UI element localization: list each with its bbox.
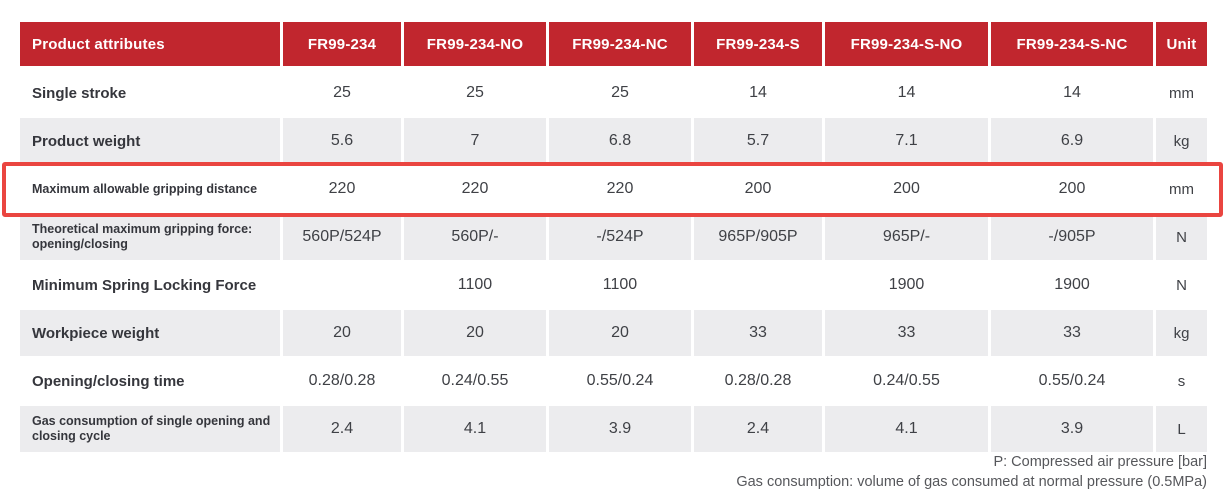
table-row: Workpiece weight 20 20 20 33 33 33 kg <box>20 310 1207 356</box>
table-row: Opening/closing time 0.28/0.28 0.24/0.55 0.… <box>20 358 1207 404</box>
column-header-fr99-234-s-no: FR99-234-S-NO <box>825 22 988 66</box>
value-cell: 200 <box>694 166 822 212</box>
unit-cell: s <box>1156 358 1207 404</box>
value-cell: 1100 <box>404 262 546 308</box>
table-row-highlighted: Maximum allowable gripping distance 220 22… <box>20 166 1207 212</box>
value-cell: 5.6 <box>283 118 401 164</box>
value-cell: 1900 <box>825 262 988 308</box>
unit-cell: N <box>1156 262 1207 308</box>
value-cell: 0.28/0.28 <box>283 358 401 404</box>
unit-cell: N <box>1156 214 1207 260</box>
value-cell: 0.55/0.24 <box>549 358 691 404</box>
value-cell: 220 <box>549 166 691 212</box>
table-body: Single stroke 25 25 25 14 14 14 mm Product weigh… <box>20 70 1207 452</box>
row-label: Gas consumption of single opening and cl… <box>20 406 280 452</box>
unit-cell: mm <box>1156 70 1207 116</box>
value-cell: 200 <box>825 166 988 212</box>
row-label: Opening/closing time <box>20 358 280 404</box>
value-cell: 33 <box>694 310 822 356</box>
value-cell: -/905P <box>991 214 1153 260</box>
value-cell: 560P/524P <box>283 214 401 260</box>
value-cell: 3.9 <box>991 406 1153 452</box>
value-cell: 965P/- <box>825 214 988 260</box>
value-cell: 20 <box>283 310 401 356</box>
value-cell: 4.1 <box>404 406 546 452</box>
footnotes: P: Compressed air pressure [bar] Gas con… <box>736 452 1207 492</box>
value-cell: 6.9 <box>991 118 1153 164</box>
row-label: Minimum Spring Locking Force <box>20 262 280 308</box>
column-header-fr99-234-s-nc: FR99-234-S-NC <box>991 22 1153 66</box>
unit-cell: mm <box>1156 166 1207 212</box>
column-header-unit: Unit <box>1156 22 1207 66</box>
value-cell: 0.24/0.55 <box>404 358 546 404</box>
value-cell: 560P/- <box>404 214 546 260</box>
value-cell: 25 <box>549 70 691 116</box>
value-cell: 20 <box>549 310 691 356</box>
value-cell: 14 <box>694 70 822 116</box>
value-cell: 0.28/0.28 <box>694 358 822 404</box>
column-header-fr99-234-no: FR99-234-NO <box>404 22 546 66</box>
value-cell <box>694 262 822 308</box>
value-cell: 0.24/0.55 <box>825 358 988 404</box>
table-row: Gas consumption of single opening and cl… <box>20 406 1207 452</box>
value-cell: -/524P <box>549 214 691 260</box>
unit-cell: L <box>1156 406 1207 452</box>
product-attributes-table: Product attributes FR99-234 FR99-234-NO … <box>20 22 1207 454</box>
unit-cell: kg <box>1156 118 1207 164</box>
table-row: Single stroke 25 25 25 14 14 14 mm <box>20 70 1207 116</box>
column-header-fr99-234-nc: FR99-234-NC <box>549 22 691 66</box>
footnote-gas-consumption: Gas consumption: volume of gas consumed … <box>736 474 1207 490</box>
value-cell: 33 <box>825 310 988 356</box>
value-cell: 25 <box>404 70 546 116</box>
table-row: Product weight 5.6 7 6.8 5.7 7.1 6.9 kg <box>20 118 1207 164</box>
value-cell: 14 <box>991 70 1153 116</box>
column-header-product-attributes: Product attributes <box>20 22 280 66</box>
value-cell: 220 <box>283 166 401 212</box>
row-label: Product weight <box>20 118 280 164</box>
row-label: Single stroke <box>20 70 280 116</box>
column-header-fr99-234-s: FR99-234-S <box>694 22 822 66</box>
value-cell: 14 <box>825 70 988 116</box>
table-row: Theoretical maximum gripping force: open… <box>20 214 1207 260</box>
unit-cell: kg <box>1156 310 1207 356</box>
row-label: Maximum allowable gripping distance <box>20 166 280 212</box>
value-cell: 1100 <box>549 262 691 308</box>
value-cell: 0.55/0.24 <box>991 358 1153 404</box>
value-cell: 33 <box>991 310 1153 356</box>
value-cell: 7.1 <box>825 118 988 164</box>
value-cell: 2.4 <box>694 406 822 452</box>
footnote-pressure: P: Compressed air pressure [bar] <box>993 454 1207 470</box>
value-cell: 200 <box>991 166 1153 212</box>
table-header-row: Product attributes FR99-234 FR99-234-NO … <box>20 22 1207 66</box>
column-header-fr99-234: FR99-234 <box>283 22 401 66</box>
table-row: Minimum Spring Locking Force 1100 1100 1900… <box>20 262 1207 308</box>
value-cell: 25 <box>283 70 401 116</box>
value-cell: 5.7 <box>694 118 822 164</box>
value-cell: 220 <box>404 166 546 212</box>
value-cell <box>283 262 401 308</box>
value-cell: 965P/905P <box>694 214 822 260</box>
value-cell: 3.9 <box>549 406 691 452</box>
row-label: Theoretical maximum gripping force: open… <box>20 214 280 260</box>
value-cell: 7 <box>404 118 546 164</box>
value-cell: 1900 <box>991 262 1153 308</box>
row-label: Workpiece weight <box>20 310 280 356</box>
value-cell: 20 <box>404 310 546 356</box>
value-cell: 4.1 <box>825 406 988 452</box>
value-cell: 2.4 <box>283 406 401 452</box>
value-cell: 6.8 <box>549 118 691 164</box>
